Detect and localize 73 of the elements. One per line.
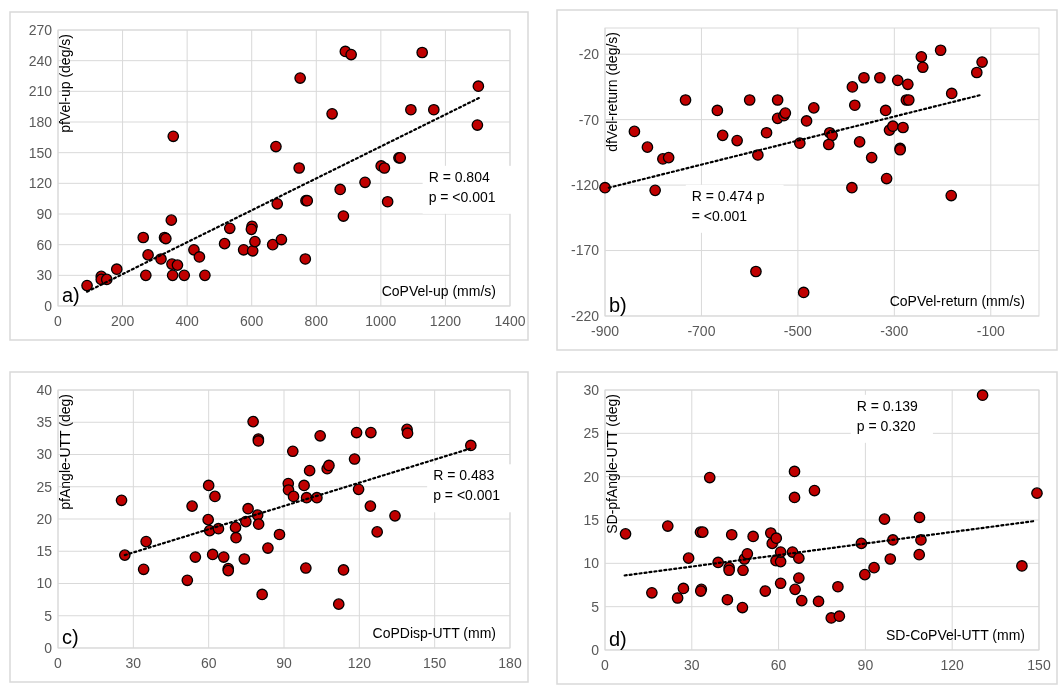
x-tick-label: 800 [304, 313, 329, 329]
x-tick-label: -900 [590, 323, 620, 339]
y-tick-label: 5 [44, 607, 53, 624]
y-tick-label: 15 [36, 543, 53, 560]
x-axis-title: CoPVel-up (mm/s) [381, 283, 496, 299]
annotation: a) [62, 284, 80, 306]
x-tick-label: 1400 [494, 313, 526, 329]
annotation: d) [609, 628, 627, 650]
y-tick-label: 5 [591, 598, 600, 615]
x-tick-label: 30 [125, 655, 142, 671]
y-axis-title: dfVel-return (deg/s) [604, 32, 620, 152]
annotation: R = 0.483 p = <0.001 [433, 467, 501, 504]
x-tick-label: 200 [110, 313, 135, 329]
y-tick-label: 30 [36, 267, 53, 284]
x-tick-label: 0 [54, 313, 63, 329]
x-tick-label: -500 [783, 323, 813, 339]
x-tick-label: 400 [175, 313, 200, 329]
y-tick-label: 0 [44, 297, 53, 314]
y-tick-label: 40 [36, 381, 53, 398]
y-tick-label: 240 [28, 52, 53, 69]
x-tick-label: 0 [601, 657, 610, 673]
y-tick-label: -220 [570, 307, 600, 324]
x-tick-label: 90 [857, 657, 874, 673]
y-axis-title: pfVel-up (deg/s) [57, 34, 73, 133]
x-tick-label: 600 [240, 313, 264, 329]
y-tick-label: 0 [44, 639, 53, 656]
x-tick-label: 60 [770, 657, 787, 673]
y-tick-label: 35 [36, 414, 53, 431]
x-tick-label: -100 [976, 323, 1005, 339]
y-tick-label: 60 [36, 236, 53, 253]
y-tick-label: 270 [28, 21, 53, 38]
x-tick-label: -700 [687, 323, 716, 339]
x-tick-label: 150 [1027, 657, 1051, 673]
y-axis-title: pfAngle-UTT (deg) [57, 394, 73, 510]
x-axis-title: CoPVel-return (mm/s) [889, 293, 1025, 309]
y-axis-title: SD-pfAngle-UTT (deg) [604, 394, 620, 534]
x-tick-label: 1200 [429, 313, 462, 329]
x-tick-label: 120 [940, 657, 965, 673]
y-tick-label: 0 [591, 641, 600, 658]
x-tick-label: 120 [347, 655, 372, 671]
y-tick-label: 180 [28, 113, 53, 130]
y-tick-label: 15 [583, 511, 600, 528]
x-tick-label: 0 [54, 655, 63, 671]
y-tick-label: 10 [583, 555, 600, 572]
x-tick-label: 60 [200, 655, 217, 671]
y-tick-label: -120 [570, 176, 600, 193]
annotation: R = 0.804 p = <0.001 [428, 168, 496, 205]
y-tick-label: 210 [28, 83, 53, 100]
y-tick-label: 10 [36, 575, 53, 592]
y-tick-label: 20 [36, 510, 53, 527]
y-tick-label: 25 [583, 425, 600, 442]
y-tick-label: 30 [583, 381, 600, 398]
y-tick-label: 120 [28, 175, 53, 192]
y-tick-label: 25 [36, 478, 53, 495]
x-axis-title: SD-CoPVel-UTT (mm) [886, 627, 1025, 643]
x-tick-label: 180 [498, 655, 522, 671]
annotation: R = 0.474 p = <0.001 [691, 187, 765, 224]
y-tick-label: 90 [36, 205, 53, 222]
y-tick-label: 150 [28, 144, 53, 161]
x-tick-label: 30 [684, 657, 700, 673]
y-tick-label: -20 [578, 46, 600, 63]
x-tick-label: 150 [422, 655, 447, 671]
annotation: b) [609, 294, 627, 316]
annotation: R = 0.139 p = 0.320 [856, 397, 919, 434]
x-tick-label: 90 [276, 655, 292, 671]
x-tick-label: -300 [880, 323, 909, 339]
y-tick-label: 20 [583, 468, 600, 485]
y-tick-label: 30 [36, 446, 53, 463]
x-tick-label: 1000 [365, 313, 397, 329]
y-tick-label: -170 [570, 242, 600, 259]
y-tick-label: -70 [578, 111, 600, 128]
x-axis-title: CoPDisp-UTT (mm) [372, 625, 496, 641]
annotation: c) [62, 626, 79, 648]
